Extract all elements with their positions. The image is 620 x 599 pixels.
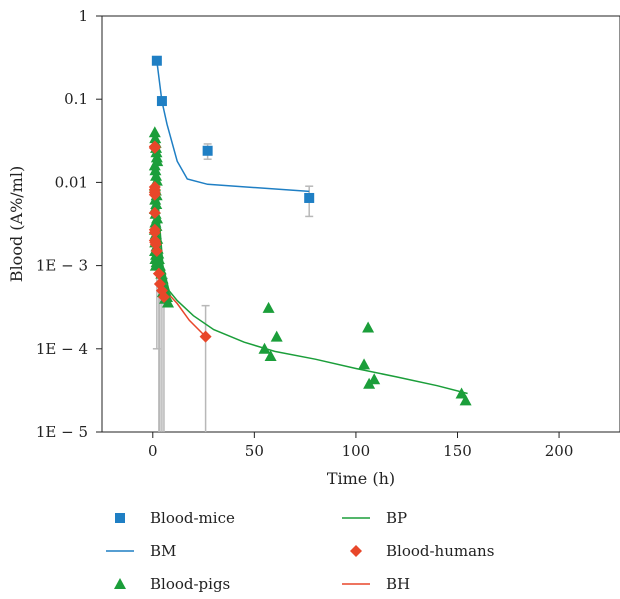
y-tick-label: 1: [78, 7, 88, 25]
legend-label: BM: [150, 542, 176, 560]
data-point-blood-mice: [156, 96, 167, 107]
legend-item: BP: [342, 509, 407, 527]
x-axis-ticks: 0 50 100 150 200: [148, 432, 573, 460]
y-tick-label: 0.1: [64, 90, 88, 108]
x-tick-label: 0: [148, 442, 158, 460]
series-line-bp: [156, 132, 468, 395]
data-point-blood-pigs: [148, 126, 161, 138]
plot-frame: [101, 15, 620, 433]
x-tick-label: 50: [245, 442, 264, 460]
x-axis-title: Time (h): [327, 469, 395, 488]
data-point-blood-humans: [148, 141, 161, 154]
data-point-blood-humans: [152, 267, 165, 280]
legend-label: BP: [386, 509, 407, 527]
legend-marker-square: [115, 513, 125, 523]
data-point-blood-mice: [151, 55, 162, 66]
legend-label: Blood-mice: [150, 509, 235, 527]
legend-marker-diamond: [350, 545, 362, 557]
y-axis-title: Blood (A%/ml): [7, 166, 26, 282]
data-point-blood-pigs: [459, 394, 472, 406]
data-point-blood-pigs: [264, 349, 277, 361]
data-point-blood-pigs: [148, 159, 161, 171]
data-point-blood-mice: [202, 145, 213, 156]
data-point-blood-humans: [148, 226, 161, 239]
data-point-blood-humans: [150, 244, 163, 257]
legend: Blood-mice BP BM Blood-humans Blood-pigs BH: [106, 509, 494, 593]
legend-marker-triangle: [114, 578, 126, 589]
y-axis-ticks: 1 0.1 0.01 1E − 3 1E − 4 1E − 5: [36, 7, 102, 441]
data-point-blood-pigs: [368, 373, 381, 385]
error-bars: [152, 143, 314, 432]
data-point-blood-humans: [148, 188, 161, 201]
data-point-blood-pigs: [455, 387, 468, 399]
data-point-blood-pigs: [358, 358, 371, 370]
data-point-blood-pigs: [262, 301, 275, 313]
data-point-blood-humans: [199, 330, 212, 343]
series-lines: [154, 60, 468, 395]
data-point-blood-humans: [148, 206, 161, 219]
data-point-blood-pigs: [162, 296, 175, 308]
legend-item: Blood-mice: [115, 509, 235, 527]
legend-label: Blood-humans: [386, 542, 494, 560]
data-point-blood-pigs: [152, 253, 165, 265]
plot-border: [101, 15, 620, 433]
legend-item: Blood-pigs: [114, 575, 230, 593]
legend-item: Blood-humans: [350, 542, 494, 560]
x-tick-label: 150: [443, 442, 472, 460]
legend-label: Blood-pigs: [150, 575, 230, 593]
x-tick-label: 200: [545, 442, 574, 460]
data-point-blood-pigs: [149, 164, 162, 176]
series-line-bm: [156, 60, 310, 193]
legend-label: BH: [386, 575, 410, 593]
y-tick-label: 1E − 4: [36, 340, 88, 358]
y-tick-label: 1E − 3: [36, 257, 88, 275]
data-point-blood-pigs: [150, 169, 163, 181]
y-tick-label: 0.01: [55, 173, 88, 191]
data-point-blood-pigs: [362, 321, 375, 333]
data-point-blood-pigs: [258, 342, 271, 354]
data-point-blood-pigs: [270, 330, 283, 342]
data-point-blood-mice: [304, 192, 315, 203]
series-points: [148, 55, 472, 406]
legend-item: BM: [106, 542, 176, 560]
x-tick-label: 100: [342, 442, 371, 460]
data-point-blood-humans: [157, 290, 170, 303]
y-tick-label: 1E − 5: [36, 423, 88, 441]
legend-item: BH: [342, 575, 410, 593]
